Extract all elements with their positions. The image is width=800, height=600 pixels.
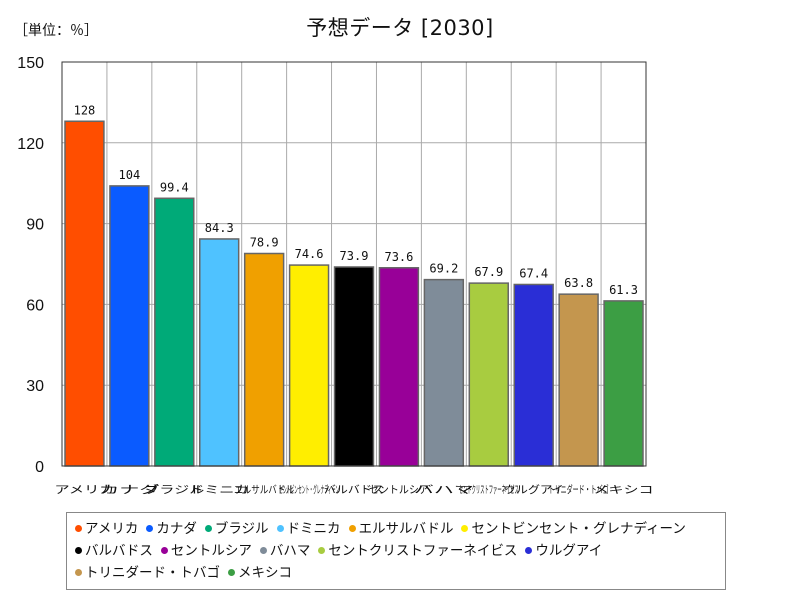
x-tick-label: アメリカ — [54, 484, 114, 496]
legend-item: セントルシア — [160, 540, 252, 562]
legend-item: バハマ — [259, 540, 311, 562]
chart-title: 予想データ [2030] — [306, 16, 494, 40]
legend-label: ウルグアイ — [535, 543, 603, 559]
legend-row: アメリカ カナダ ブラジル ドミニカ エルサルバドル セントビンセント・グレナディーン — [75, 518, 717, 540]
legend-item: セントビンセント・グレナディーン — [461, 518, 686, 540]
y-axis-ticks: 0 30 60 90 120 150 — [17, 55, 44, 476]
bar — [243, 252, 285, 467]
bar — [199, 238, 240, 467]
legend-label: セントビンセント・グレナディーン — [471, 521, 686, 537]
x-tick-label: セントビンセント・グレナディーン — [279, 483, 339, 496]
legend-label: エルサルバドル — [358, 521, 454, 537]
y-tick-label: 150 — [17, 55, 44, 72]
value-label: 63.8 — [564, 276, 593, 290]
value-label: 99.4 — [160, 180, 189, 194]
bar — [558, 293, 599, 467]
y-tick-label: 120 — [17, 136, 44, 153]
value-label: 61.3 — [609, 283, 638, 297]
bar — [378, 267, 420, 467]
legend-label: バルバドス — [85, 543, 153, 559]
legend-marker — [75, 547, 82, 554]
x-tick-label: セントルシア — [369, 484, 429, 496]
bar — [468, 282, 509, 467]
bar — [288, 264, 330, 467]
legend-item: バルバドス — [75, 540, 153, 562]
legend-marker — [146, 525, 154, 532]
bar — [513, 283, 554, 467]
x-tick-label: トリニダード・トバゴ — [549, 483, 609, 496]
bar — [603, 300, 644, 467]
bar — [333, 266, 375, 467]
legend-marker — [348, 525, 356, 532]
value-label: 67.9 — [474, 265, 503, 279]
bar — [64, 120, 105, 467]
y-tick-label: 60 — [26, 297, 44, 314]
x-tick-label: セントクリストファーネイビス — [459, 484, 519, 496]
bar — [109, 185, 150, 467]
x-tick-label: カナダ — [99, 483, 160, 496]
value-label: 104 — [119, 168, 141, 182]
legend-item: エルサルバドル — [348, 518, 454, 540]
bar-chart: 0 30 60 90 120 150 128 104 99.4 84.3 78.9 74.6 73.9… — [17, 55, 653, 496]
x-tick-label: バハマ — [414, 484, 474, 496]
y-tick-label: 30 — [26, 378, 44, 395]
legend-marker — [461, 525, 469, 532]
legend-label: セントルシア — [170, 543, 252, 559]
value-label: 67.4 — [519, 266, 548, 280]
legend-row: バルバドス セントルシア バハマ セントクリストファーネイビス ウルグアイ — [75, 540, 717, 562]
legend-marker — [75, 569, 82, 576]
legend: アメリカ カナダ ブラジル ドミニカ エルサルバドル セントビンセント・グレナディーンバル… — [66, 512, 726, 590]
x-tick-label: メキシコ — [594, 484, 654, 496]
value-labels: 128 104 99.4 84.3 78.9 74.6 73.9 73.6 69.2 67.9 67… — [74, 103, 638, 297]
legend-marker — [204, 525, 212, 532]
x-tick-label: バルバドス — [324, 484, 384, 496]
legend-item: ドミニカ — [276, 518, 341, 540]
y-tick-label: 0 — [35, 459, 44, 476]
legend-marker — [525, 547, 533, 554]
legend-label: トリニダード・トバゴ — [85, 565, 220, 581]
legend-marker — [228, 569, 235, 576]
bar — [423, 278, 465, 467]
y-tick-label: 90 — [26, 217, 44, 234]
legend-label: バハマ — [269, 543, 311, 559]
legend-label: カナダ — [156, 521, 197, 537]
bars — [64, 120, 644, 467]
x-tick-label: ドミニカ — [189, 484, 249, 496]
legend-item: ブラジル — [204, 518, 269, 540]
x-tick-label: ブラジル — [144, 483, 204, 496]
legend-marker — [318, 547, 326, 554]
legend-item: メキシコ — [228, 562, 292, 584]
unit-label: ［単位：％］ — [14, 23, 98, 39]
legend-row: トリニダード・トバゴ メキシコ — [75, 562, 717, 584]
legend-label: ブラジル — [214, 521, 269, 537]
value-label: 73.9 — [340, 249, 369, 263]
legend-marker — [259, 547, 267, 554]
value-label: 69.2 — [429, 262, 458, 276]
value-label: 74.6 — [295, 247, 324, 261]
value-label: 84.3 — [205, 221, 234, 235]
legend-label: セントクリストファーネイビス — [328, 543, 518, 559]
value-label: 128 — [74, 103, 96, 117]
legend-label: ドミニカ — [286, 521, 341, 537]
legend-marker — [276, 525, 284, 532]
legend-item: トリニダード・トバゴ — [75, 562, 220, 584]
legend-item: カナダ — [146, 518, 197, 540]
legend-item: セントクリストファーネイビス — [318, 540, 517, 562]
plot-area — [61, 61, 647, 467]
legend-item: アメリカ — [75, 518, 138, 540]
legend-item: ウルグアイ — [525, 540, 602, 562]
legend-label: メキシコ — [238, 565, 292, 581]
legend-label: アメリカ — [85, 521, 139, 537]
value-label: 78.9 — [250, 235, 279, 249]
legend-marker — [75, 525, 82, 532]
bar — [154, 197, 195, 467]
x-tick-label: ウルグアイ — [504, 483, 564, 496]
legend-marker — [160, 547, 168, 554]
value-label: 73.6 — [384, 250, 413, 264]
x-tick-label: エルサルバドル — [234, 484, 294, 496]
